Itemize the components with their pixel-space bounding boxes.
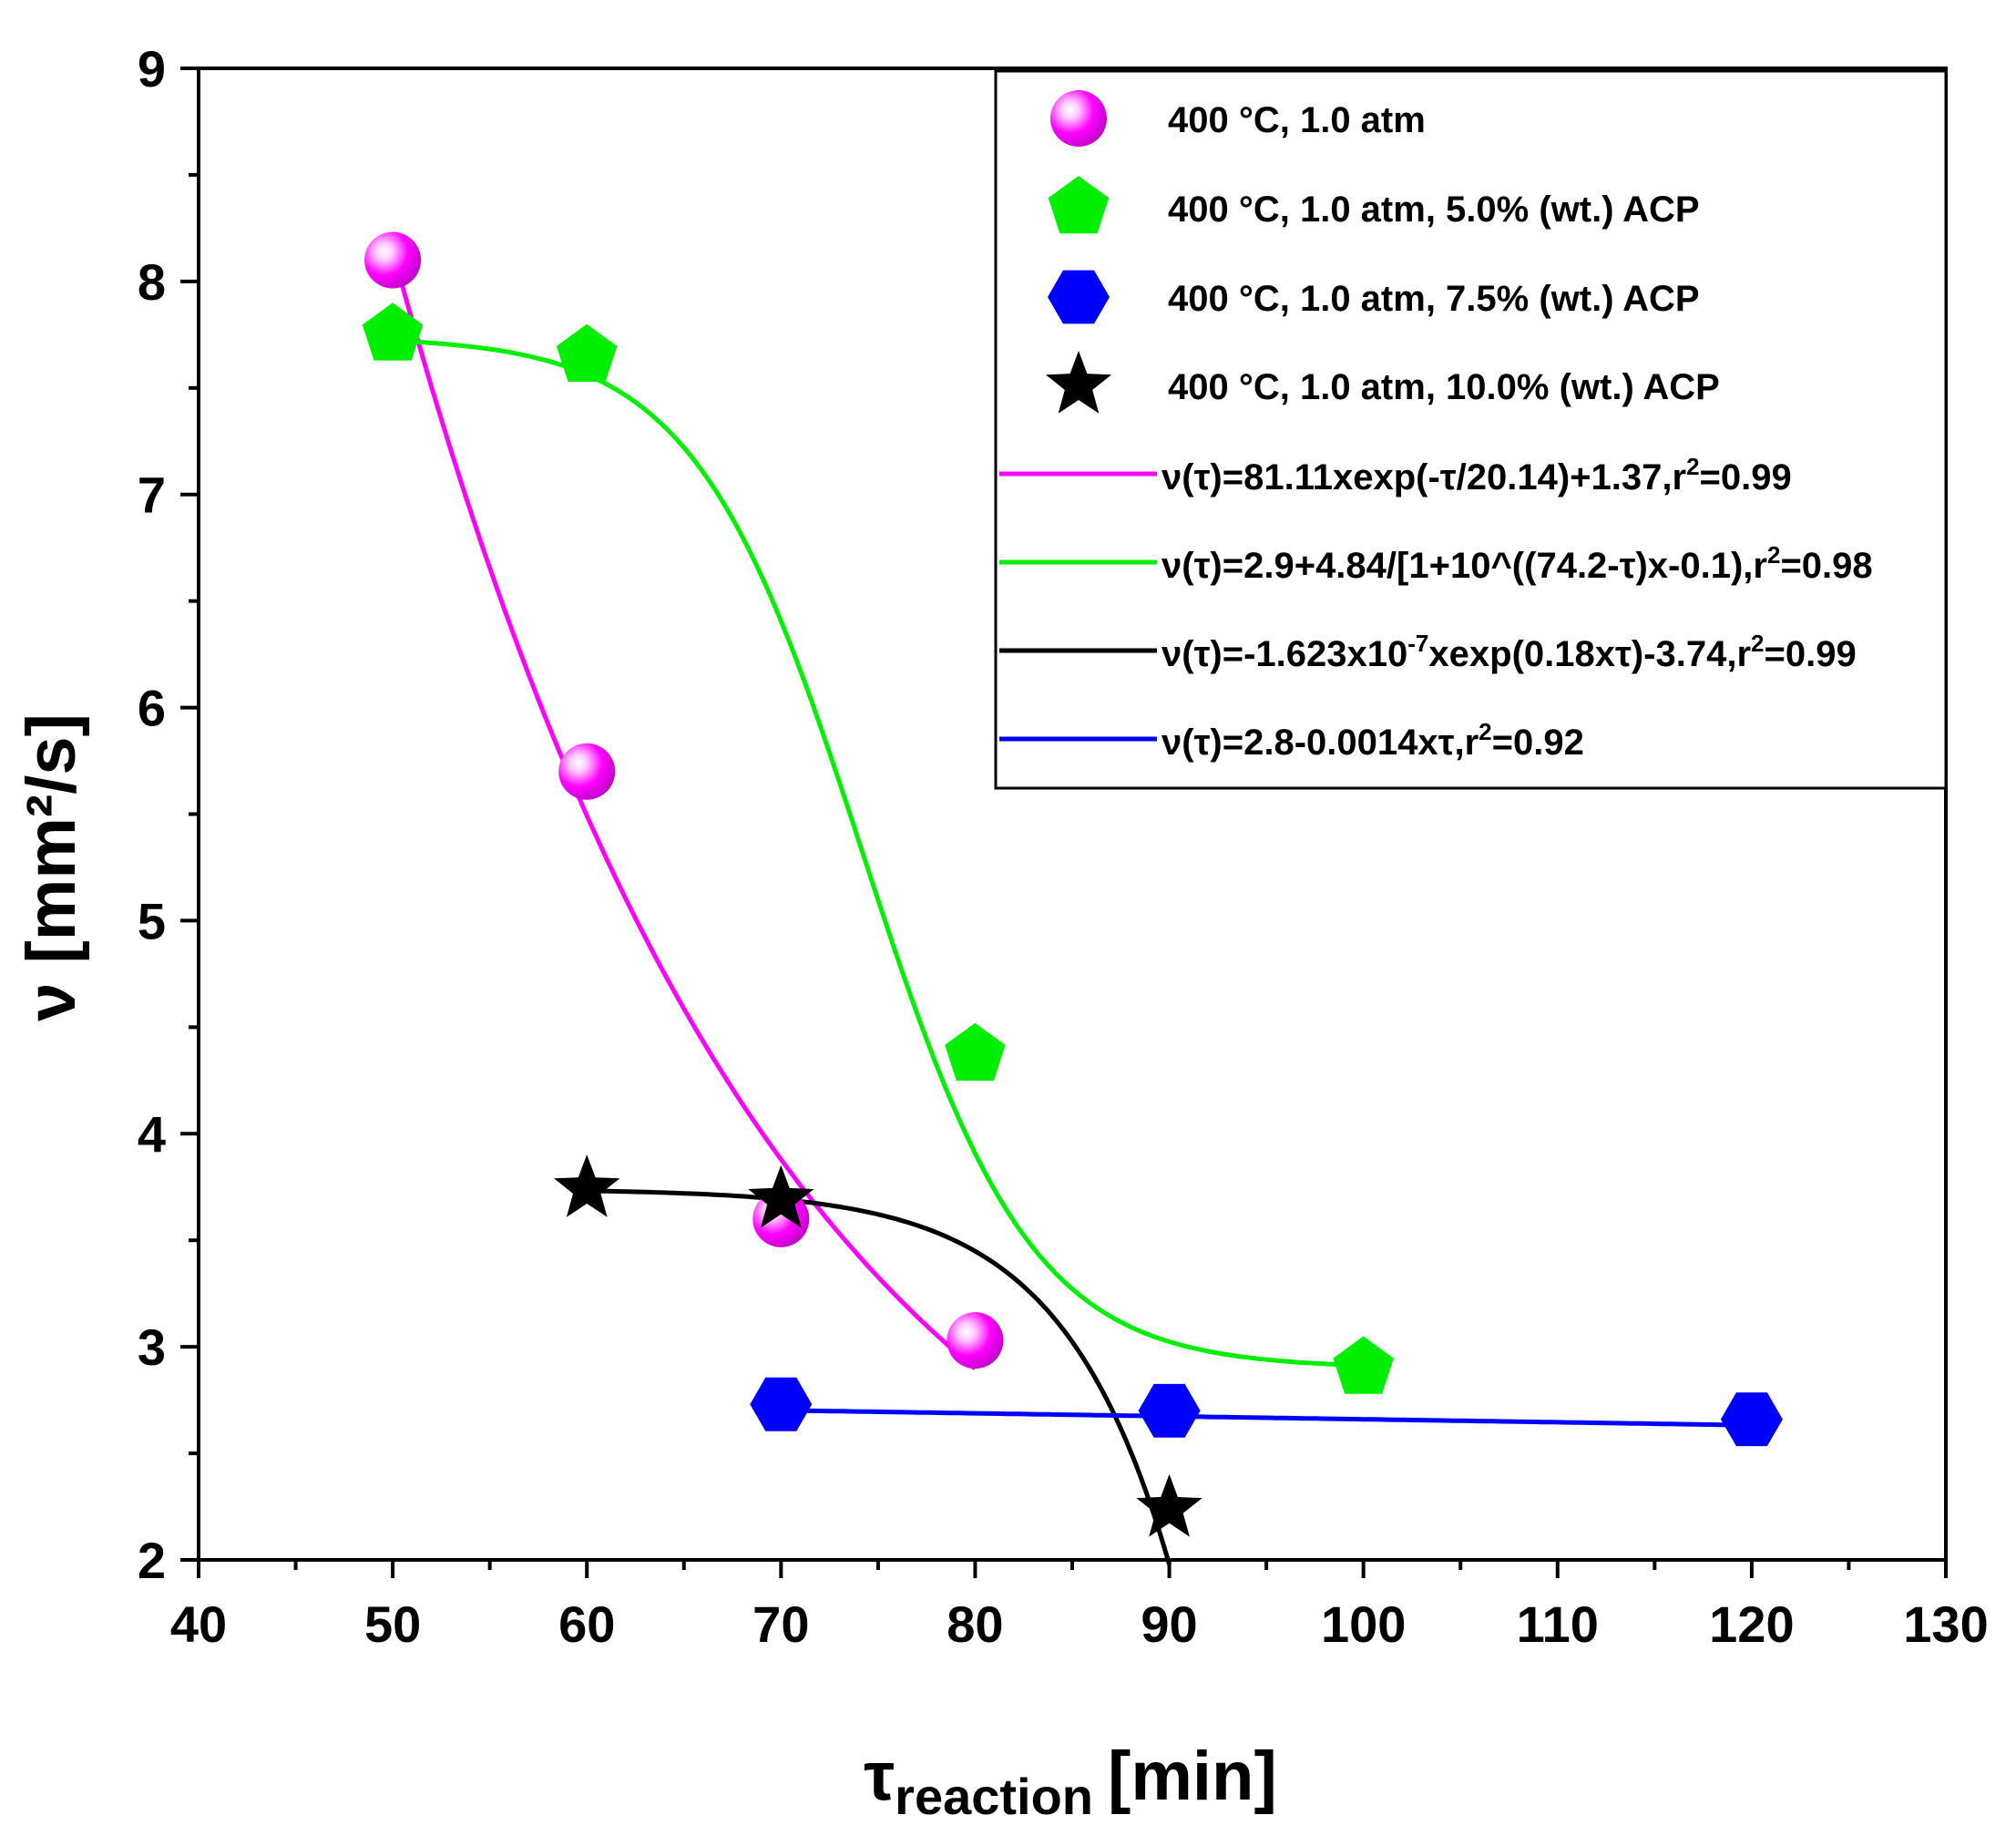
x-tick-label: 80 bbox=[947, 1595, 1003, 1653]
x-tick-label: 40 bbox=[170, 1595, 227, 1653]
data-point-s1-2 bbox=[558, 743, 616, 800]
x-tick-label: 120 bbox=[1709, 1595, 1794, 1653]
data-point-s2-3 bbox=[945, 1022, 1006, 1082]
legend-marker-3 bbox=[1048, 270, 1110, 324]
y-tick-label: 2 bbox=[138, 1532, 166, 1589]
x-tick-label: 50 bbox=[364, 1595, 421, 1653]
legend-label-2: 400 °C, 1.0 atm, 5.0% (wt.) ACP bbox=[1168, 190, 1700, 230]
data-point-s1-4 bbox=[947, 1312, 1004, 1369]
legend-fit-label-4: ν(τ)=2.8-0.0014xτ,r2=0.92 bbox=[1162, 718, 1584, 763]
x-tick-label: 70 bbox=[752, 1595, 809, 1653]
x-axis-title-unit: [min] bbox=[1108, 1738, 1277, 1815]
legend-fit-label-3: ν(τ)=-1.623x10-7xexp(0.18xτ)-3.74,r2=0.9… bbox=[1162, 630, 1857, 674]
y-tick-label: 4 bbox=[138, 1105, 166, 1163]
y-tick-label: 7 bbox=[138, 467, 166, 524]
y-axis: 2 3 4 5 6 7 8 9 bbox=[138, 40, 199, 1589]
x-axis: 40 50 60 70 80 90 100 110 120 130 bbox=[170, 1560, 1989, 1653]
x-tick-label: 110 bbox=[1517, 1595, 1599, 1653]
legend: 400 °C, 1.0 atm 400 °C, 1.0 atm, 5.0% (wt… bbox=[994, 69, 1948, 790]
data-point-s4-3 bbox=[1136, 1473, 1202, 1537]
x-tick-label: 90 bbox=[1141, 1595, 1197, 1653]
x-tick-label: 60 bbox=[558, 1595, 615, 1653]
x-axis-title: τreaction [min] bbox=[864, 1738, 1277, 1825]
legend-fit-label-2: ν(τ)=2.9+4.84/[1+10^((74.2-τ)x-0.1),r2=0… bbox=[1162, 541, 1873, 586]
data-point-s3-2 bbox=[1138, 1383, 1201, 1438]
y-tick-label: 5 bbox=[138, 892, 166, 949]
data-point-s1-1 bbox=[364, 231, 422, 289]
x-tick-label: 130 bbox=[1903, 1595, 1988, 1653]
x-axis-title-subscript: reaction bbox=[895, 1768, 1093, 1825]
data-point-s2-2 bbox=[556, 323, 618, 382]
legend-fit-label-1: ν(τ)=81.11xexp(-τ/20.14)+1.37,r2=0.99 bbox=[1162, 453, 1792, 497]
legend-label-3: 400 °C, 1.0 atm, 7.5% (wt.) ACP bbox=[1168, 279, 1700, 319]
data-point-s2-4 bbox=[1333, 1336, 1394, 1394]
y-tick-label: 6 bbox=[138, 680, 166, 737]
fit-curve-4 bbox=[781, 1408, 1752, 1428]
data-point-s2-1 bbox=[362, 303, 424, 361]
fit-curve-3 bbox=[587, 1188, 1172, 1565]
data-point-s4-1 bbox=[554, 1154, 620, 1217]
data-point-s3-3 bbox=[1720, 1392, 1783, 1447]
y-axis-title: ν [mm²/s] bbox=[13, 713, 90, 1021]
fit-lines bbox=[390, 250, 1752, 1565]
fit-curve-1 bbox=[390, 250, 977, 1371]
x-axis-title-symbol: τ bbox=[864, 1738, 895, 1815]
legend-box bbox=[994, 69, 1948, 790]
fit-curve-2 bbox=[392, 338, 1364, 1369]
data-point-s4-2 bbox=[748, 1164, 814, 1228]
legend-label-1: 400 °C, 1.0 atm bbox=[1168, 100, 1426, 140]
data-point-s1-3 bbox=[752, 1190, 810, 1247]
legend-label-4: 400 °C, 1.0 atm, 10.0% (wt.) ACP bbox=[1168, 367, 1720, 407]
data-point-s3-1 bbox=[750, 1377, 813, 1431]
legend-marker-2 bbox=[1048, 176, 1110, 234]
data-points bbox=[362, 231, 1783, 1537]
legend-marker-4 bbox=[1045, 351, 1112, 414]
y-tick-label: 9 bbox=[138, 40, 166, 97]
legend-marker-1 bbox=[1050, 90, 1107, 147]
y-tick-label: 3 bbox=[138, 1318, 166, 1376]
x-tick-label: 100 bbox=[1321, 1595, 1406, 1653]
y-tick-label: 8 bbox=[138, 253, 166, 311]
